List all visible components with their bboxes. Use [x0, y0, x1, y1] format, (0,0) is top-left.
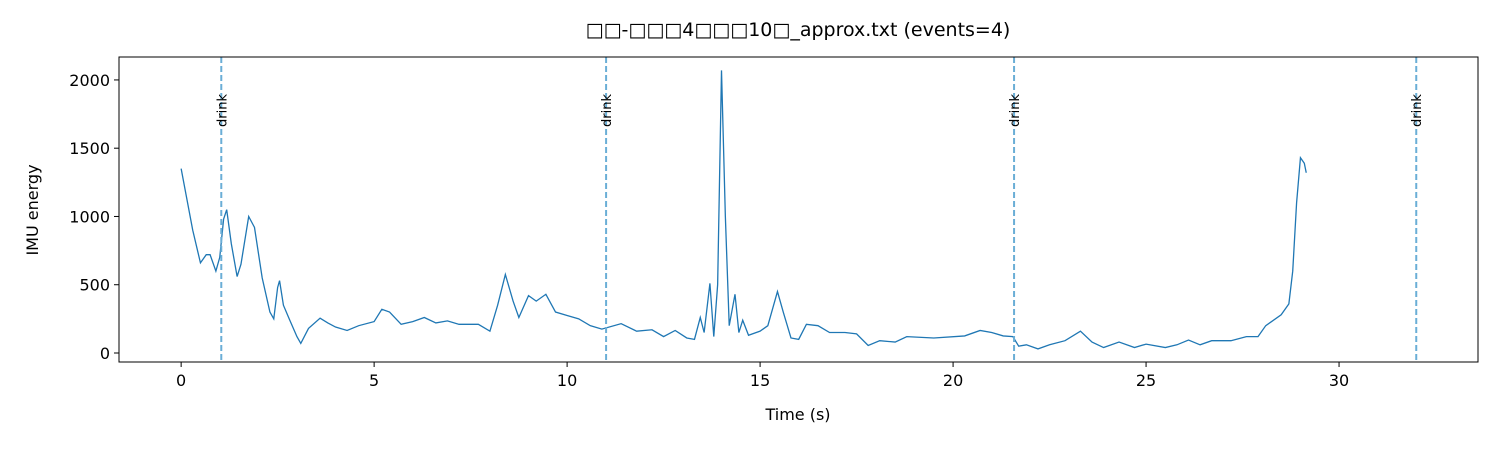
line-series — [180, 70, 1307, 350]
chart-title: □□-□□□4□□□10□_approx.txt (events=4) — [586, 19, 1011, 41]
x-tick-label: 25 — [1136, 371, 1156, 390]
event-label: drink — [215, 94, 230, 127]
plot-frame — [118, 56, 1479, 363]
y-tick-label: 500 — [79, 276, 110, 295]
y-tick-label: 2000 — [69, 71, 110, 90]
x-tick-label: 15 — [750, 371, 770, 390]
x-tick-label: 5 — [369, 371, 379, 390]
x-axis-label: Time (s) — [764, 405, 830, 424]
x-tick-label: 30 — [1329, 371, 1349, 390]
x-tick-label: 20 — [943, 371, 963, 390]
y-tick-label: 0 — [100, 344, 110, 363]
event-label: drink — [600, 94, 615, 127]
y-tick-label: 1500 — [69, 139, 110, 158]
y-axis-label: IMU energy — [23, 164, 42, 255]
y-tick-label: 1000 — [69, 207, 110, 226]
x-tick-label: 10 — [557, 371, 577, 390]
event-label: drink — [1410, 94, 1425, 127]
x-tick-label: 0 — [176, 371, 186, 390]
event-label: drink — [1008, 94, 1023, 127]
